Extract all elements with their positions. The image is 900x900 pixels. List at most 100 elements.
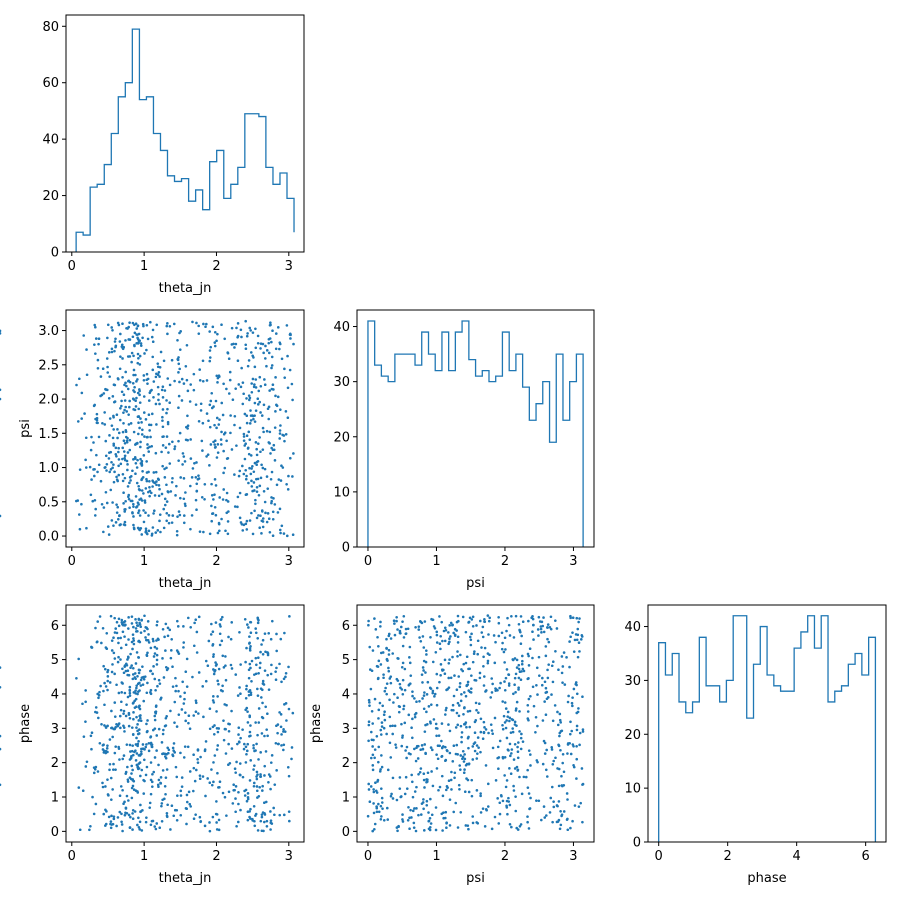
- scatter-point: [462, 760, 466, 763]
- scatter-point: [122, 709, 126, 713]
- scatter-point: [272, 443, 276, 447]
- scatter-point: [427, 811, 430, 814]
- scatter-point: [194, 710, 198, 714]
- scatter-point: [496, 745, 500, 749]
- scatter-point: [138, 761, 142, 764]
- scatter-point: [211, 643, 215, 646]
- scatter-point: [480, 631, 484, 634]
- scatter-point: [548, 626, 552, 629]
- scatter-point: [465, 725, 468, 729]
- scatter-point: [236, 742, 239, 746]
- scatter-point: [212, 498, 215, 501]
- scatter-point: [512, 758, 516, 761]
- scatter-point: [97, 463, 101, 467]
- scatter-point: [135, 506, 138, 509]
- scatter-point: [437, 788, 440, 792]
- scatter-point: [266, 673, 270, 677]
- scatter-point: [262, 351, 265, 355]
- scatter-point: [557, 800, 561, 803]
- scatter-point: [249, 454, 253, 457]
- scatter-point: [398, 787, 402, 790]
- scatter-point: [529, 764, 532, 767]
- scatter-point: [212, 668, 215, 671]
- scatter-point: [473, 731, 477, 735]
- scatter-point: [278, 347, 281, 351]
- scatter-point: [425, 649, 428, 652]
- scatter-point: [560, 671, 564, 675]
- scatter-point: [128, 506, 131, 510]
- scatter-point: [520, 732, 523, 736]
- scatter-point: [161, 425, 165, 429]
- scatter-point: [138, 623, 142, 626]
- scatter-point: [245, 334, 249, 338]
- scatter-point: [443, 672, 447, 676]
- scatter-point: [479, 811, 483, 814]
- scatter-point: [271, 619, 274, 623]
- scatter-point: [503, 701, 507, 704]
- scatter-point: [162, 526, 166, 530]
- scatter-point: [260, 519, 264, 523]
- scatter-point: [140, 768, 144, 772]
- scatter-point: [483, 675, 486, 678]
- scatter-point: [419, 639, 423, 643]
- scatter-point: [452, 631, 455, 635]
- scatter-point: [161, 752, 164, 756]
- scatter-point: [266, 487, 270, 490]
- scatter-point: [96, 358, 100, 362]
- scatter-point: [291, 398, 294, 402]
- scatter-point: [122, 491, 125, 495]
- scatter-point: [214, 399, 218, 403]
- scatter-point: [218, 529, 221, 533]
- scatter-point: [251, 532, 255, 536]
- scatter-point: [250, 679, 253, 683]
- scatter-point: [519, 615, 523, 618]
- scatter-point: [186, 424, 190, 428]
- y-tick-label: 5: [51, 653, 59, 668]
- scatter-point: [106, 688, 109, 692]
- scatter-point: [155, 647, 159, 650]
- scatter-point: [177, 689, 180, 693]
- scatter-point: [112, 815, 116, 818]
- scatter-point: [199, 409, 203, 412]
- scatter-point: [179, 695, 182, 698]
- scatter-point: [128, 758, 132, 761]
- scatter-point: [375, 734, 379, 738]
- scatter-point: [144, 745, 148, 749]
- scatter-point: [150, 780, 154, 784]
- scatter-point: [575, 744, 578, 748]
- scatter-point: [179, 813, 183, 817]
- scatter-point: [254, 441, 258, 444]
- scatter-point: [152, 512, 155, 515]
- scatter-point: [0, 329, 2, 333]
- scatter-point: [569, 720, 572, 724]
- scatter-point: [442, 629, 446, 633]
- scatter-point: [486, 782, 490, 786]
- scatter-point: [490, 827, 494, 831]
- scatter-point: [122, 439, 126, 443]
- scatter-point: [286, 765, 290, 769]
- scatter-point: [128, 776, 132, 779]
- scatter-point: [260, 696, 263, 699]
- scatter-point: [554, 619, 557, 622]
- scatter-point: [377, 802, 380, 806]
- scatter-point: [196, 757, 199, 761]
- y-tick-label: 80: [42, 20, 59, 35]
- scatter-point: [562, 770, 566, 774]
- scatter-point: [282, 730, 285, 733]
- scatter-point: [565, 792, 569, 795]
- scatter-point: [266, 712, 269, 715]
- scatter-point: [568, 640, 571, 643]
- scatter-point: [422, 807, 425, 811]
- scatter-point: [123, 520, 127, 524]
- scatter-point: [551, 680, 555, 684]
- scatter-point: [139, 719, 143, 723]
- scatter-point: [177, 459, 180, 462]
- scatter-point: [137, 527, 141, 531]
- scatter-point: [149, 491, 153, 495]
- scatter-point: [519, 630, 522, 634]
- scatter-point: [167, 514, 171, 517]
- scatter-point: [142, 454, 146, 457]
- scatter-point: [513, 720, 517, 724]
- scatter-point: [283, 367, 286, 371]
- scatter-point: [136, 624, 140, 627]
